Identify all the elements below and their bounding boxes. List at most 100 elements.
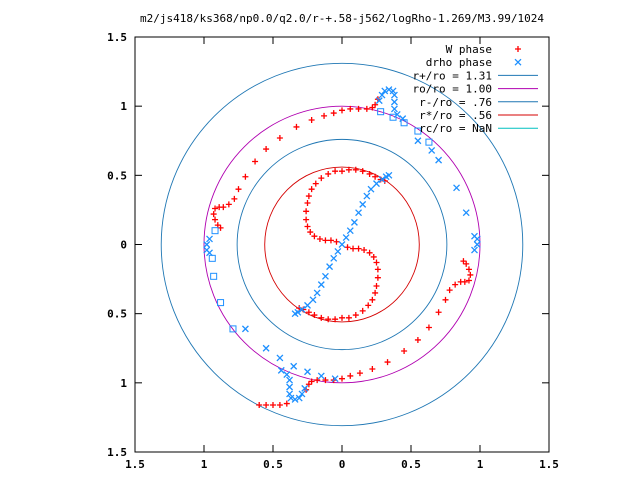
point-s0-78-mark (401, 348, 408, 355)
point-s1-38 (286, 390, 294, 398)
point-s1-48 (473, 241, 481, 248)
point-s0-56 (276, 134, 283, 141)
point-s1-57 (290, 362, 298, 370)
point-s1-30 (390, 105, 398, 113)
point-s0-13 (305, 193, 312, 200)
point-s0-54-mark (308, 117, 315, 123)
point-s1-59-mark (317, 372, 325, 380)
point-s0-71-mark (322, 377, 329, 384)
point-s0-28 (311, 312, 318, 319)
point-s1-29-mark (390, 98, 398, 106)
point-s1-48-mark (473, 241, 481, 248)
x-tick-label-2: 0.5 (263, 458, 283, 471)
point-s0-34-mark (359, 307, 366, 314)
point-s0-102 (283, 400, 290, 407)
point-s0-8 (332, 168, 339, 175)
point-s0-57-mark (263, 146, 270, 153)
point-s0-9 (325, 170, 332, 177)
point-s0-40-mark (374, 266, 381, 273)
point-s0-93 (372, 101, 379, 108)
point-s0-22-mark (327, 237, 334, 244)
point-s0-78 (401, 348, 408, 355)
legend-label-0: W phase (446, 43, 492, 56)
point-s0-62 (225, 201, 232, 208)
point-s2-8 (217, 299, 225, 307)
point-s0-12-mark (308, 186, 315, 193)
point-s0-33-mark (352, 312, 359, 319)
point-s0-34 (359, 307, 366, 314)
point-s0-32-mark (345, 314, 352, 321)
point-s1-47 (471, 246, 478, 254)
point-s1-47-mark (471, 246, 478, 254)
point-s0-27-mark (318, 314, 325, 321)
point-s0-100-mark (270, 401, 276, 408)
point-s0-102-mark (283, 400, 290, 407)
point-s0-61 (231, 195, 238, 202)
point-s0-10-mark (318, 175, 325, 182)
point-s0-49 (355, 105, 362, 112)
point-s0-76-mark (369, 366, 376, 372)
point-s1-36 (291, 395, 299, 403)
point-s0-60-mark (235, 186, 242, 193)
point-s1-43 (206, 235, 213, 243)
x-tick-label-0: 1.5 (125, 458, 145, 471)
point-s2-3-mark (414, 127, 422, 135)
point-s1-30-mark (390, 105, 398, 113)
point-s1-4 (355, 209, 363, 217)
point-s0-37 (372, 289, 379, 296)
point-s0-18 (307, 229, 314, 236)
point-s0-74-mark (347, 372, 354, 379)
point-s1-36-mark (291, 395, 299, 403)
point-s0-11 (312, 180, 319, 187)
chart-title: m2/js418/ks368/np0.0/q2.0/r-+.58-j562/lo… (140, 12, 544, 25)
point-s1-46-mark (206, 249, 213, 257)
point-s0-98 (256, 401, 263, 408)
point-s0-40 (374, 266, 381, 273)
point-s0-65 (212, 205, 219, 212)
point-s2-5 (211, 227, 219, 235)
point-s0-64-mark (216, 204, 223, 211)
legend-label-6: rc/ro = NaN (419, 122, 492, 135)
point-s1-23-mark (375, 97, 383, 105)
point-s0-17-mark (304, 223, 311, 230)
point-s2-3 (414, 127, 422, 135)
point-s1-52-mark (453, 184, 460, 192)
point-s0-87 (465, 277, 472, 284)
point-s1-16-mark (317, 281, 325, 289)
point-s0-80 (425, 324, 432, 331)
point-s1-24-mark (378, 91, 386, 99)
point-s0-25 (332, 316, 339, 323)
point-s0-58-mark (252, 158, 259, 165)
point-s1-41-mark (283, 371, 291, 378)
point-s0-46 (350, 245, 357, 252)
point-s1-11-mark (385, 171, 393, 179)
point-s0-87-mark (465, 277, 472, 284)
point-s1-5 (359, 200, 367, 208)
point-s1-15-mark (321, 272, 329, 280)
point-s0-36-mark (369, 296, 376, 303)
y-tick-label-0: 1.5 (107, 31, 127, 44)
point-s0-66 (210, 211, 217, 218)
point-s0-12 (308, 186, 315, 193)
point-s1-52 (453, 184, 460, 192)
point-s0-1 (345, 166, 352, 173)
point-s0-17 (304, 223, 311, 230)
point-s0-81-mark (435, 309, 442, 316)
point-s0-89-mark (465, 266, 472, 273)
circle-0 (160, 62, 524, 427)
point-s0-53-mark (321, 112, 328, 119)
point-s0-43-mark (366, 249, 373, 256)
point-s1-15 (321, 272, 329, 280)
point-s0-1-mark (345, 166, 352, 173)
point-s0-35 (365, 302, 372, 309)
point-s1-62 (428, 146, 436, 154)
point-s2-6 (208, 254, 216, 262)
point-s0-97 (308, 378, 315, 385)
y-tick-label-2: 0.5 (107, 169, 127, 182)
legend-label-2: r+/ro = 1.31 (413, 69, 492, 82)
y-tick-label-5: 1 (120, 377, 127, 390)
point-s1-61 (414, 137, 422, 145)
point-s0-8-mark (332, 168, 339, 175)
point-s0-0 (339, 168, 345, 175)
